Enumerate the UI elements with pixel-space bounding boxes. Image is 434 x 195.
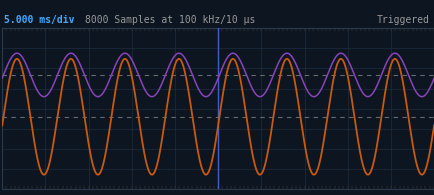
Text: Triggered: Triggered <box>376 15 429 26</box>
Text: 5.000 ms/div: 5.000 ms/div <box>4 15 75 26</box>
Text: 8000 Samples at 100 kHz/10 μs: 8000 Samples at 100 kHz/10 μs <box>85 15 255 26</box>
